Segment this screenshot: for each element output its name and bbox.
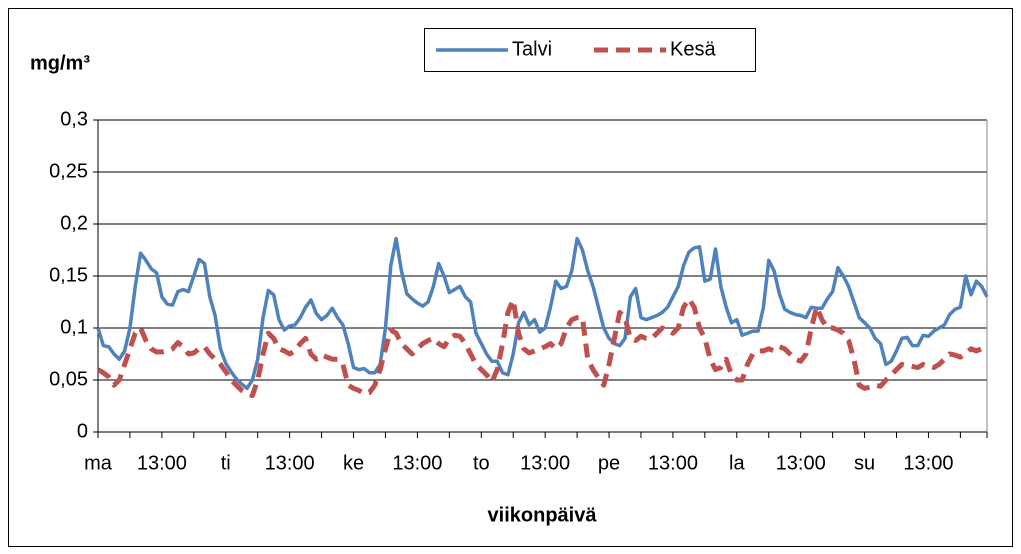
y-tick-label: 0 — [77, 420, 88, 442]
x-tick-label: pe — [598, 452, 620, 474]
data-line — [96, 296, 988, 399]
x-axis-title: viikonpäivä — [488, 504, 598, 526]
x-tick-label: 13:00 — [137, 452, 187, 474]
x-tick-label: 13:00 — [776, 452, 826, 474]
x-tick-label: la — [729, 452, 745, 474]
y-tick-label: 0,3 — [60, 108, 88, 130]
data-line — [96, 236, 989, 391]
y-axis-title: mg/m³ — [30, 52, 90, 74]
y-tick-label: 0,2 — [60, 212, 88, 234]
legend-label: Kesä — [670, 38, 716, 60]
x-tick-label: ti — [221, 452, 231, 474]
x-tick-label: 13:00 — [520, 452, 570, 474]
x-tick-label: 13:00 — [392, 452, 442, 474]
x-tick-label: ke — [343, 452, 364, 474]
x-tick-label: 13:00 — [903, 452, 953, 474]
x-tick-label: ma — [84, 452, 113, 474]
x-tick-label: to — [473, 452, 490, 474]
x-tick-label: su — [854, 452, 875, 474]
legend-label: Talvi — [512, 38, 552, 60]
y-tick-label: 0,15 — [49, 264, 88, 286]
y-tick-label: 0,25 — [49, 160, 88, 182]
y-tick-label: 0,1 — [60, 316, 88, 338]
y-tick-label: 0,05 — [49, 368, 88, 390]
x-tick-label: 13:00 — [648, 452, 698, 474]
x-tick-label: 13:00 — [265, 452, 315, 474]
